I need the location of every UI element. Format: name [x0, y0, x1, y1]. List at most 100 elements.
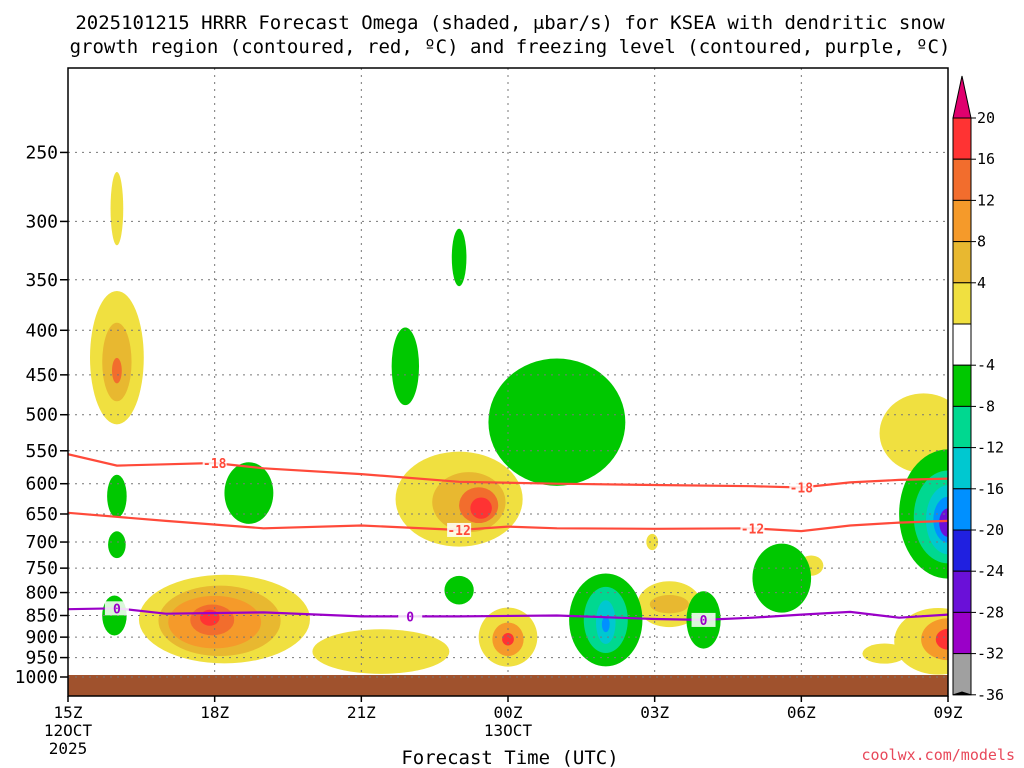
omega-region-0: [110, 171, 124, 246]
omega-region-29: [224, 462, 274, 524]
contour-label-bg: [691, 612, 716, 627]
y-tick-label: 400: [25, 320, 58, 341]
colorbar-segment: [952, 529, 972, 572]
omega-region-27: [108, 531, 126, 559]
colorbar-legend: 20 16 12 8 4 -4 -8 -12 -16 -20 -24 -28 -32 -36: [952, 75, 1004, 704]
colorbar-segment: [952, 405, 972, 449]
contour-label: -12: [447, 524, 470, 539]
omega-region-30: [391, 327, 420, 406]
y-tick-label: 250: [25, 142, 58, 163]
y-tick-label: 600: [25, 474, 58, 495]
x-tick-label: 18Z: [200, 703, 229, 722]
colorbar-segment: [952, 653, 972, 696]
omega-region-44: [939, 508, 948, 537]
colorbar-segment: [952, 199, 972, 243]
colorbar-label: -36: [977, 686, 1004, 704]
colorbar-label: -28: [977, 603, 1004, 621]
chart-title-line-2: growth region (contoured, red, ºC) and f…: [70, 36, 951, 58]
x-tick-label: 03Z: [640, 703, 669, 722]
contour-label-bg: [789, 480, 814, 495]
colorbar-segment: [952, 570, 972, 613]
y-tick-label: 550: [25, 441, 58, 462]
x-tick-label: 00Z: [494, 703, 523, 722]
contour-label: -18: [790, 481, 814, 496]
colorbar-segment: [952, 241, 972, 284]
colorbar-label: -32: [977, 645, 1004, 663]
omega-shading-layer: [90, 171, 948, 675]
colorbar-segment: [952, 158, 972, 201]
omega-region-26: [107, 474, 127, 518]
minus18-contour: [68, 453, 948, 489]
contour-label-bg: [202, 455, 227, 470]
colorbar-segment: [952, 488, 972, 531]
omega-region-13: [470, 497, 492, 519]
omega-region-3: [112, 357, 122, 384]
omega-region-32: [488, 358, 626, 486]
colorbar-label: 12: [977, 191, 995, 209]
colorbar-segment: [952, 117, 972, 160]
y-tick-label: 800: [25, 583, 58, 604]
y-tick-label: 700: [25, 532, 58, 553]
x-tick-label: 15Z: [54, 703, 83, 722]
y-tick-label: 850: [25, 606, 58, 627]
omega-region-31: [451, 228, 467, 287]
x-tick-date: 13OCT: [484, 721, 533, 740]
omega-region-25: [935, 628, 948, 650]
colorbar-label: 16: [977, 150, 995, 168]
y-tick-label: 900: [25, 627, 58, 648]
y-tick-label: 450: [25, 365, 58, 386]
omega-region-16: [502, 632, 514, 646]
contour-layer: -18 -18 -12 -12 0 0 0: [68, 453, 948, 629]
contour-label-bg: [104, 601, 129, 616]
omega-region-24: [921, 618, 948, 661]
y-tick-label: 1000: [15, 667, 58, 688]
credit-link[interactable]: coolwx.com/models: [861, 746, 1015, 764]
x-tick-year: 2025: [49, 739, 88, 758]
omega-region-18: [649, 595, 689, 614]
minus12-contour: [68, 511, 948, 533]
colorbar-label: -16: [977, 480, 1004, 498]
y-tick-label: 650: [25, 504, 58, 525]
y-tick-label: 750: [25, 558, 58, 579]
ground-surface: [68, 675, 948, 696]
omega-region-37: [601, 616, 610, 633]
contour-label-bg: [447, 522, 472, 537]
contour-label-bg: [740, 521, 765, 536]
omega-region-33: [444, 575, 474, 605]
contour-label: 0: [113, 602, 121, 617]
x-tick-label: 06Z: [787, 703, 816, 722]
colorbar-label: -20: [977, 521, 1004, 539]
colorbar-segment: [952, 611, 972, 655]
colorbar-segment: [952, 447, 972, 490]
colorbar-label: 8: [977, 233, 986, 251]
omega-region-39: [752, 543, 812, 613]
colorbar-bottom-arrow: [952, 691, 972, 696]
contour-label: 0: [406, 610, 414, 625]
y-tick-label: 950: [25, 648, 58, 669]
omega-region-5: [312, 629, 450, 674]
omega-region-22: [879, 393, 948, 473]
colorbar-segment: [952, 364, 972, 407]
x-axis-label: Forecast Time (UTC): [401, 747, 618, 768]
contour-label: 0: [700, 614, 708, 629]
colorbar-segment: [952, 323, 972, 366]
x-tick-date: 12OCT: [44, 721, 93, 740]
x-tick-label: 21Z: [347, 703, 376, 722]
y-axis: 2503003504004505005506006507007508008509…: [15, 142, 68, 688]
freezing-level-contour: [68, 607, 948, 622]
colorbar-label: 20: [977, 109, 995, 127]
colorbar-label: 4: [977, 274, 986, 292]
colorbar-label: -8: [977, 397, 995, 415]
colorbar-segment: [952, 282, 972, 325]
chart-title-line-1: 2025101215 HRRR Forecast Omega (shaded, …: [75, 12, 945, 34]
x-tick-label: 09Z: [934, 703, 963, 722]
y-tick-label: 500: [25, 405, 58, 426]
y-tick-label: 300: [25, 211, 58, 232]
contour-label-bg: [398, 609, 423, 624]
contour-label: -12: [741, 522, 764, 537]
colorbar-label: -4: [977, 356, 995, 374]
contour-label: -18: [203, 457, 227, 472]
colorbar-label: -12: [977, 439, 1004, 457]
